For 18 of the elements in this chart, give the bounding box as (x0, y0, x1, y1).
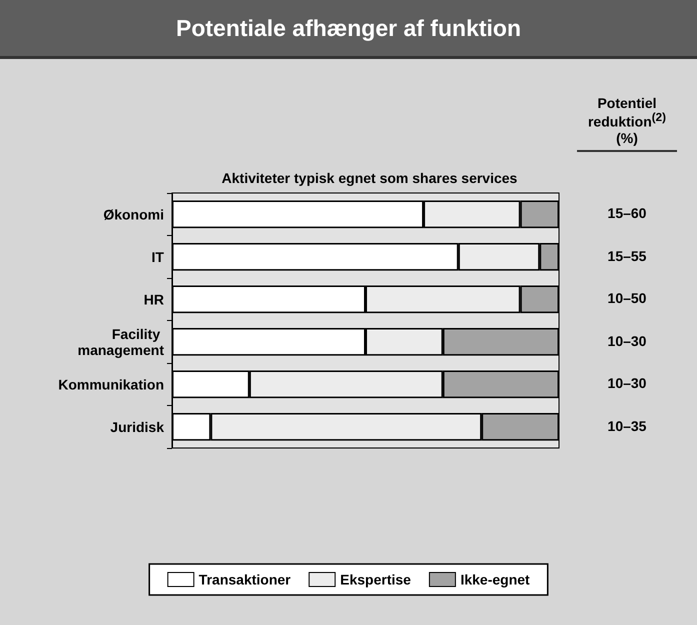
y-tick-label: Facility management (78, 326, 164, 358)
y-tick-label: Kommunikation (58, 376, 164, 392)
y-tick-label: Økonomi (103, 206, 164, 222)
chart-title: Potentiale afhænger af funktion (0, 0, 697, 59)
legend-label: Transaktioner (198, 572, 292, 588)
chart-subtitle: Aktiviteter typisk egnet som shares services (220, 170, 518, 186)
y-tick-label: HR (144, 291, 164, 308)
text: Potentiel reduktion$^{(2)}$ (%) (588, 95, 666, 146)
legend-label: Ikke-egnet (460, 572, 530, 588)
text: 10–50 (606, 290, 648, 306)
text: 10–30 (606, 332, 648, 349)
text: 10–35 (606, 418, 648, 434)
y-tick-label: Juridisk (110, 418, 164, 435)
text: 15–60 (606, 205, 648, 222)
y-tick-label: IT (152, 248, 164, 265)
legend-label: Ekspertise (340, 572, 412, 588)
text: 10–30 (606, 375, 648, 392)
text: 15–55 (606, 248, 648, 264)
